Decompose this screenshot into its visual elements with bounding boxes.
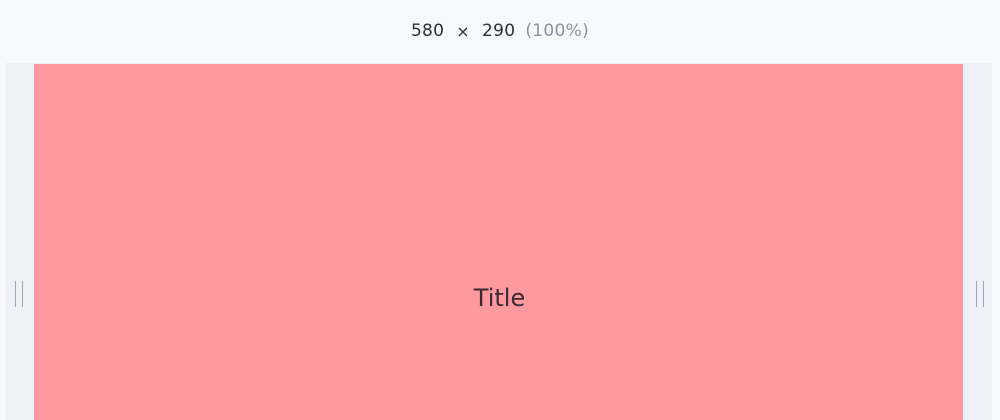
handle-line [983,281,984,307]
preview-canvas: Title [34,64,963,420]
right-resize-handle-icon[interactable] [976,281,984,307]
zoom-level: (100%) [525,21,590,41]
dimensions-readout: 580 × 290 (100%) [411,21,589,41]
canvas-title: Title [473,284,526,312]
handle-line [22,281,23,307]
left-resize-handle-icon[interactable] [15,281,23,307]
canvas-width-value: 580 [410,21,445,41]
handle-line [976,281,977,307]
handle-line [15,281,16,307]
dimensions-toolbar: 580 × 290 (100%) [0,0,1000,62]
dimension-separator: × [456,21,471,41]
canvas-height-value: 290 [482,21,516,41]
